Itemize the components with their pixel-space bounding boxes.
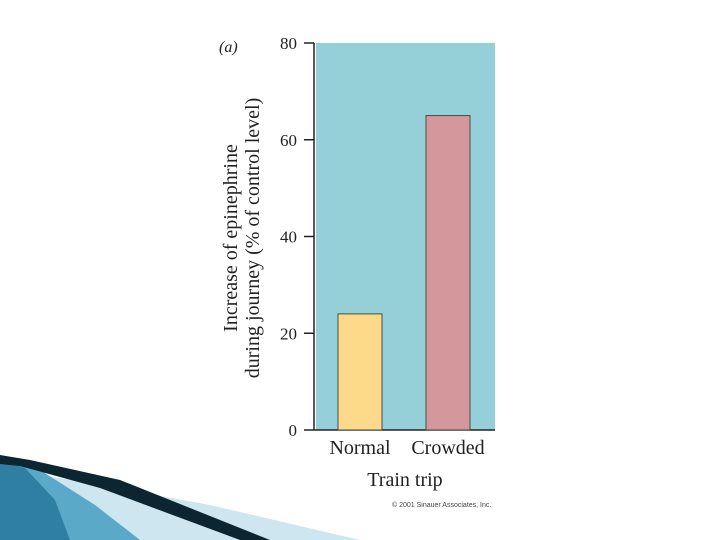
y-axis-title-line-1: Increase of epinephrine (220, 144, 242, 332)
x-category-labels: Normal Crowded (329, 437, 484, 459)
x-category-label: Normal (329, 437, 391, 459)
swoosh-teal-band (0, 458, 70, 540)
y-tick-label: 20 (280, 324, 297, 343)
x-category-label: Crowded (411, 437, 484, 459)
x-axis-title: Train trip (367, 469, 442, 491)
swoosh-dark-band (0, 455, 270, 540)
panel-label: (a) (219, 39, 238, 56)
decorative-swoosh (0, 455, 360, 540)
y-axis-ticks: 0 20 40 60 80 (280, 34, 314, 440)
y-tick-label: 0 (289, 421, 298, 440)
bars-group (337, 115, 471, 431)
copyright-notice: © 2001 Sinauer Associates, Inc. (392, 501, 491, 509)
y-axis-title-line-2: during journey (% of control level) (242, 98, 264, 378)
bar-normal (337, 313, 383, 431)
bar-crowded (425, 115, 471, 431)
y-tick-label: 60 (280, 131, 297, 150)
y-tick-label: 40 (280, 228, 297, 247)
y-tick-label: 80 (280, 34, 297, 53)
